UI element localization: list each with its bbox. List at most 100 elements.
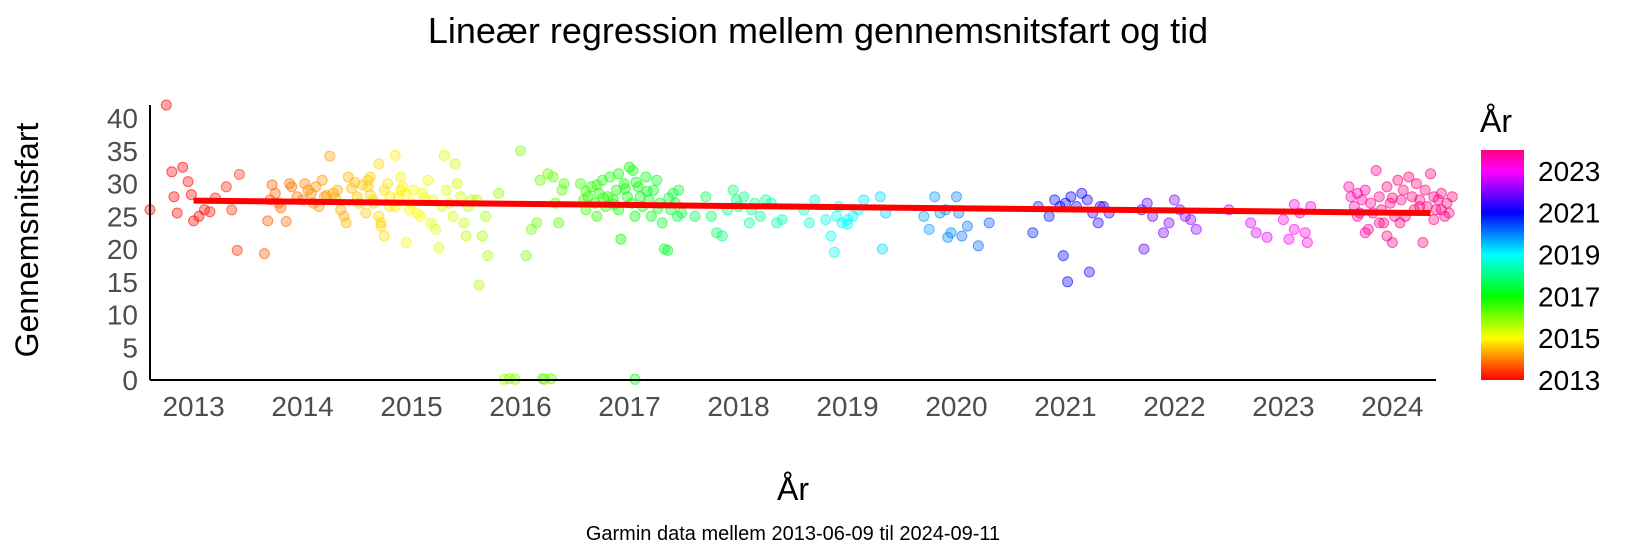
data-point <box>375 217 387 229</box>
data-point <box>945 227 957 239</box>
legend-tick-label: 2017 <box>1538 281 1600 312</box>
data-point <box>340 217 352 229</box>
data-point <box>1443 207 1455 219</box>
data-point <box>422 174 434 186</box>
legend-title: År <box>1480 103 1512 139</box>
data-point <box>1083 266 1095 278</box>
data-point <box>476 230 488 242</box>
data-point <box>776 214 788 226</box>
data-point <box>1417 237 1429 248</box>
data-point <box>185 189 197 201</box>
data-point <box>395 184 407 196</box>
data-point <box>389 149 401 161</box>
data-point <box>672 210 683 222</box>
chart-title: Lineær regression mellem gennemsnitsfart… <box>428 10 1208 51</box>
legend-tick-label: 2021 <box>1538 198 1600 229</box>
data-point <box>449 158 461 170</box>
y-tick-label: 40 <box>107 103 138 134</box>
data-point <box>433 242 445 254</box>
data-point <box>641 185 653 197</box>
data-point <box>1359 227 1371 239</box>
chart-caption: Garmin data mellem 2013-06-09 til 2024-0… <box>586 523 1000 545</box>
data-point <box>284 178 295 190</box>
data-point <box>983 217 995 229</box>
data-point <box>262 215 274 227</box>
data-point <box>1299 227 1311 239</box>
data-point <box>1373 217 1385 229</box>
data-point <box>918 210 930 222</box>
data-point <box>619 183 631 195</box>
data-point <box>705 210 717 222</box>
data-point <box>168 191 180 203</box>
y-tick-label: 5 <box>122 332 138 363</box>
regression-line-layer <box>193 197 1431 217</box>
data-point <box>220 181 232 193</box>
x-tick-label: 2018 <box>707 391 769 422</box>
data-point <box>1283 233 1295 245</box>
data-point <box>375 220 387 232</box>
data-point <box>451 178 463 190</box>
data-point <box>1410 178 1422 190</box>
data-point <box>349 176 361 188</box>
data-point <box>1381 181 1393 193</box>
x-tick-label: 2021 <box>1034 391 1096 422</box>
x-tick-label: 2023 <box>1252 391 1314 422</box>
data-point <box>615 233 627 245</box>
data-point <box>362 181 374 193</box>
data-point <box>828 246 840 258</box>
data-point <box>1301 237 1313 248</box>
data-point <box>182 176 194 188</box>
data-point <box>373 210 385 222</box>
data-point <box>310 181 322 193</box>
data-point <box>1043 210 1055 222</box>
data-point <box>408 184 420 196</box>
data-point <box>316 174 328 186</box>
data-point <box>727 184 739 196</box>
data-point <box>645 210 657 222</box>
x-tick-label: 2017 <box>598 391 660 422</box>
data-point <box>231 244 243 256</box>
data-point <box>640 171 652 183</box>
data-point <box>1185 214 1197 226</box>
data-point <box>373 158 385 170</box>
data-point <box>1138 243 1150 255</box>
data-point <box>662 244 674 256</box>
legend-tick-label: 2023 <box>1538 156 1600 187</box>
data-point <box>716 230 728 242</box>
data-point <box>280 216 292 227</box>
data-point <box>531 217 543 229</box>
data-point <box>430 223 441 235</box>
color-legend: År 2013 2015 2017 2019 2021 2023 <box>1480 103 1600 396</box>
data-point <box>520 250 532 262</box>
data-point <box>1092 217 1104 229</box>
data-point <box>820 214 832 226</box>
y-axis-title: Gennemsnitsfart <box>9 123 45 358</box>
x-tick-label: 2022 <box>1143 391 1205 422</box>
data-point <box>1403 171 1415 183</box>
data-point <box>447 210 459 222</box>
legend-colorbar <box>1481 150 1524 380</box>
legend-tick-label: 2013 <box>1538 365 1600 396</box>
data-point <box>460 230 472 242</box>
data-point <box>1378 217 1390 229</box>
x-axis-title: År <box>777 471 809 507</box>
data-point <box>1392 174 1404 186</box>
data-point <box>269 187 281 199</box>
data-point <box>754 210 766 222</box>
x-axis-ticks: 2013 2014 2015 2016 2017 2018 2019 2020 2021 2022… <box>162 391 1423 422</box>
data-point <box>1277 214 1289 226</box>
data-point <box>346 182 358 194</box>
data-point <box>480 210 492 222</box>
data-point <box>809 194 821 206</box>
y-tick-label: 10 <box>107 300 138 331</box>
data-point <box>360 207 372 219</box>
data-point <box>1168 194 1180 206</box>
data-point <box>233 168 245 180</box>
data-point <box>171 207 183 219</box>
data-point <box>400 237 412 248</box>
data-point <box>651 174 663 186</box>
data-point <box>1397 184 1409 196</box>
data-points <box>144 99 1458 385</box>
legend-tick-label: 2015 <box>1538 323 1600 354</box>
